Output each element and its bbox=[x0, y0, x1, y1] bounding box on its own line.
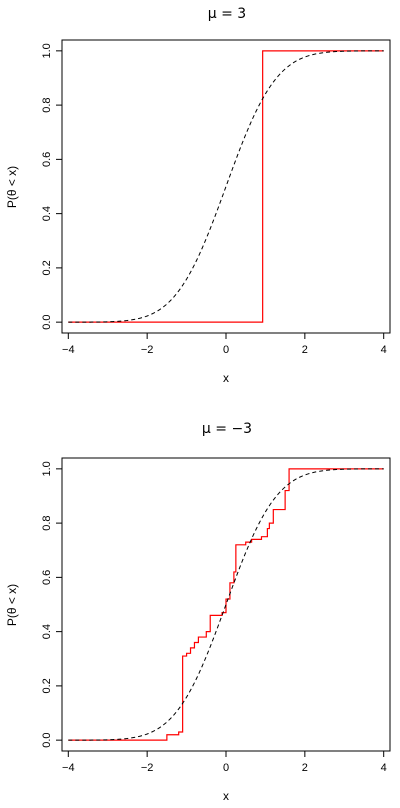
normal-cdf-line-top bbox=[68, 50, 384, 323]
y-axis-label-bottom: P(θ < x) bbox=[5, 584, 19, 626]
y-axis-bottom: 0.0 0.2 0.4 0.6 0.8 1.0 bbox=[41, 461, 63, 748]
y-tick-label: 0.2 bbox=[41, 260, 53, 275]
x-tick-label: 4 bbox=[381, 762, 387, 774]
x-axis-bottom: −4 −2 0 2 4 bbox=[62, 750, 387, 774]
x-tick-label: 4 bbox=[381, 344, 387, 356]
y-tick-label: 0.4 bbox=[41, 206, 53, 221]
empirical-step-line-bottom bbox=[68, 468, 384, 741]
x-tick-label: −4 bbox=[62, 762, 75, 774]
y-tick-label: 0.8 bbox=[41, 97, 53, 112]
y-tick-label: 0.4 bbox=[41, 624, 53, 639]
y-tick-label: 1.0 bbox=[41, 461, 53, 476]
x-tick-label: −4 bbox=[62, 344, 75, 356]
chart-title-bottom: μ = −3 bbox=[202, 421, 252, 437]
x-axis-label-top: x bbox=[223, 371, 229, 385]
y-tick-label: 0.0 bbox=[41, 732, 53, 747]
x-tick-label: 2 bbox=[302, 762, 308, 774]
x-tick-label: 0 bbox=[223, 762, 229, 774]
chart-panel-top: μ = 3 −4 −2 0 2 4 0.0 0.2 0.4 0.6 0.8 1.0 x P(θ <… bbox=[5, 6, 391, 385]
chart-panel-bottom: μ = −3 −4 −2 0 2 4 0.0 0.2 0.4 0.6 0.8 1.0 x P(θ … bbox=[5, 421, 391, 803]
chart-title-top: μ = 3 bbox=[208, 6, 246, 22]
series-layer-top bbox=[68, 50, 384, 323]
y-axis-top: 0.0 0.2 0.4 0.6 0.8 1.0 bbox=[41, 43, 63, 330]
normal-cdf-line-bottom bbox=[68, 468, 384, 741]
x-tick-label: 2 bbox=[302, 344, 308, 356]
y-tick-label: 1.0 bbox=[41, 43, 53, 58]
empirical-step-line-top bbox=[68, 50, 384, 323]
y-tick-label: 0.6 bbox=[41, 570, 53, 585]
y-tick-label: 0.6 bbox=[41, 152, 53, 167]
y-axis-label-top: P(θ < x) bbox=[5, 166, 19, 208]
x-axis-top: −4 −2 0 2 4 bbox=[62, 332, 387, 356]
y-tick-label: 0.2 bbox=[41, 678, 53, 693]
x-tick-label: −2 bbox=[141, 762, 154, 774]
y-tick-label: 0.8 bbox=[41, 515, 53, 530]
y-tick-label: 0.0 bbox=[41, 314, 53, 329]
x-tick-label: −2 bbox=[141, 344, 154, 356]
plot-frame-top bbox=[61, 39, 391, 334]
series-layer-bottom bbox=[68, 468, 384, 741]
x-axis-label-bottom: x bbox=[223, 789, 229, 803]
x-tick-label: 0 bbox=[223, 344, 229, 356]
